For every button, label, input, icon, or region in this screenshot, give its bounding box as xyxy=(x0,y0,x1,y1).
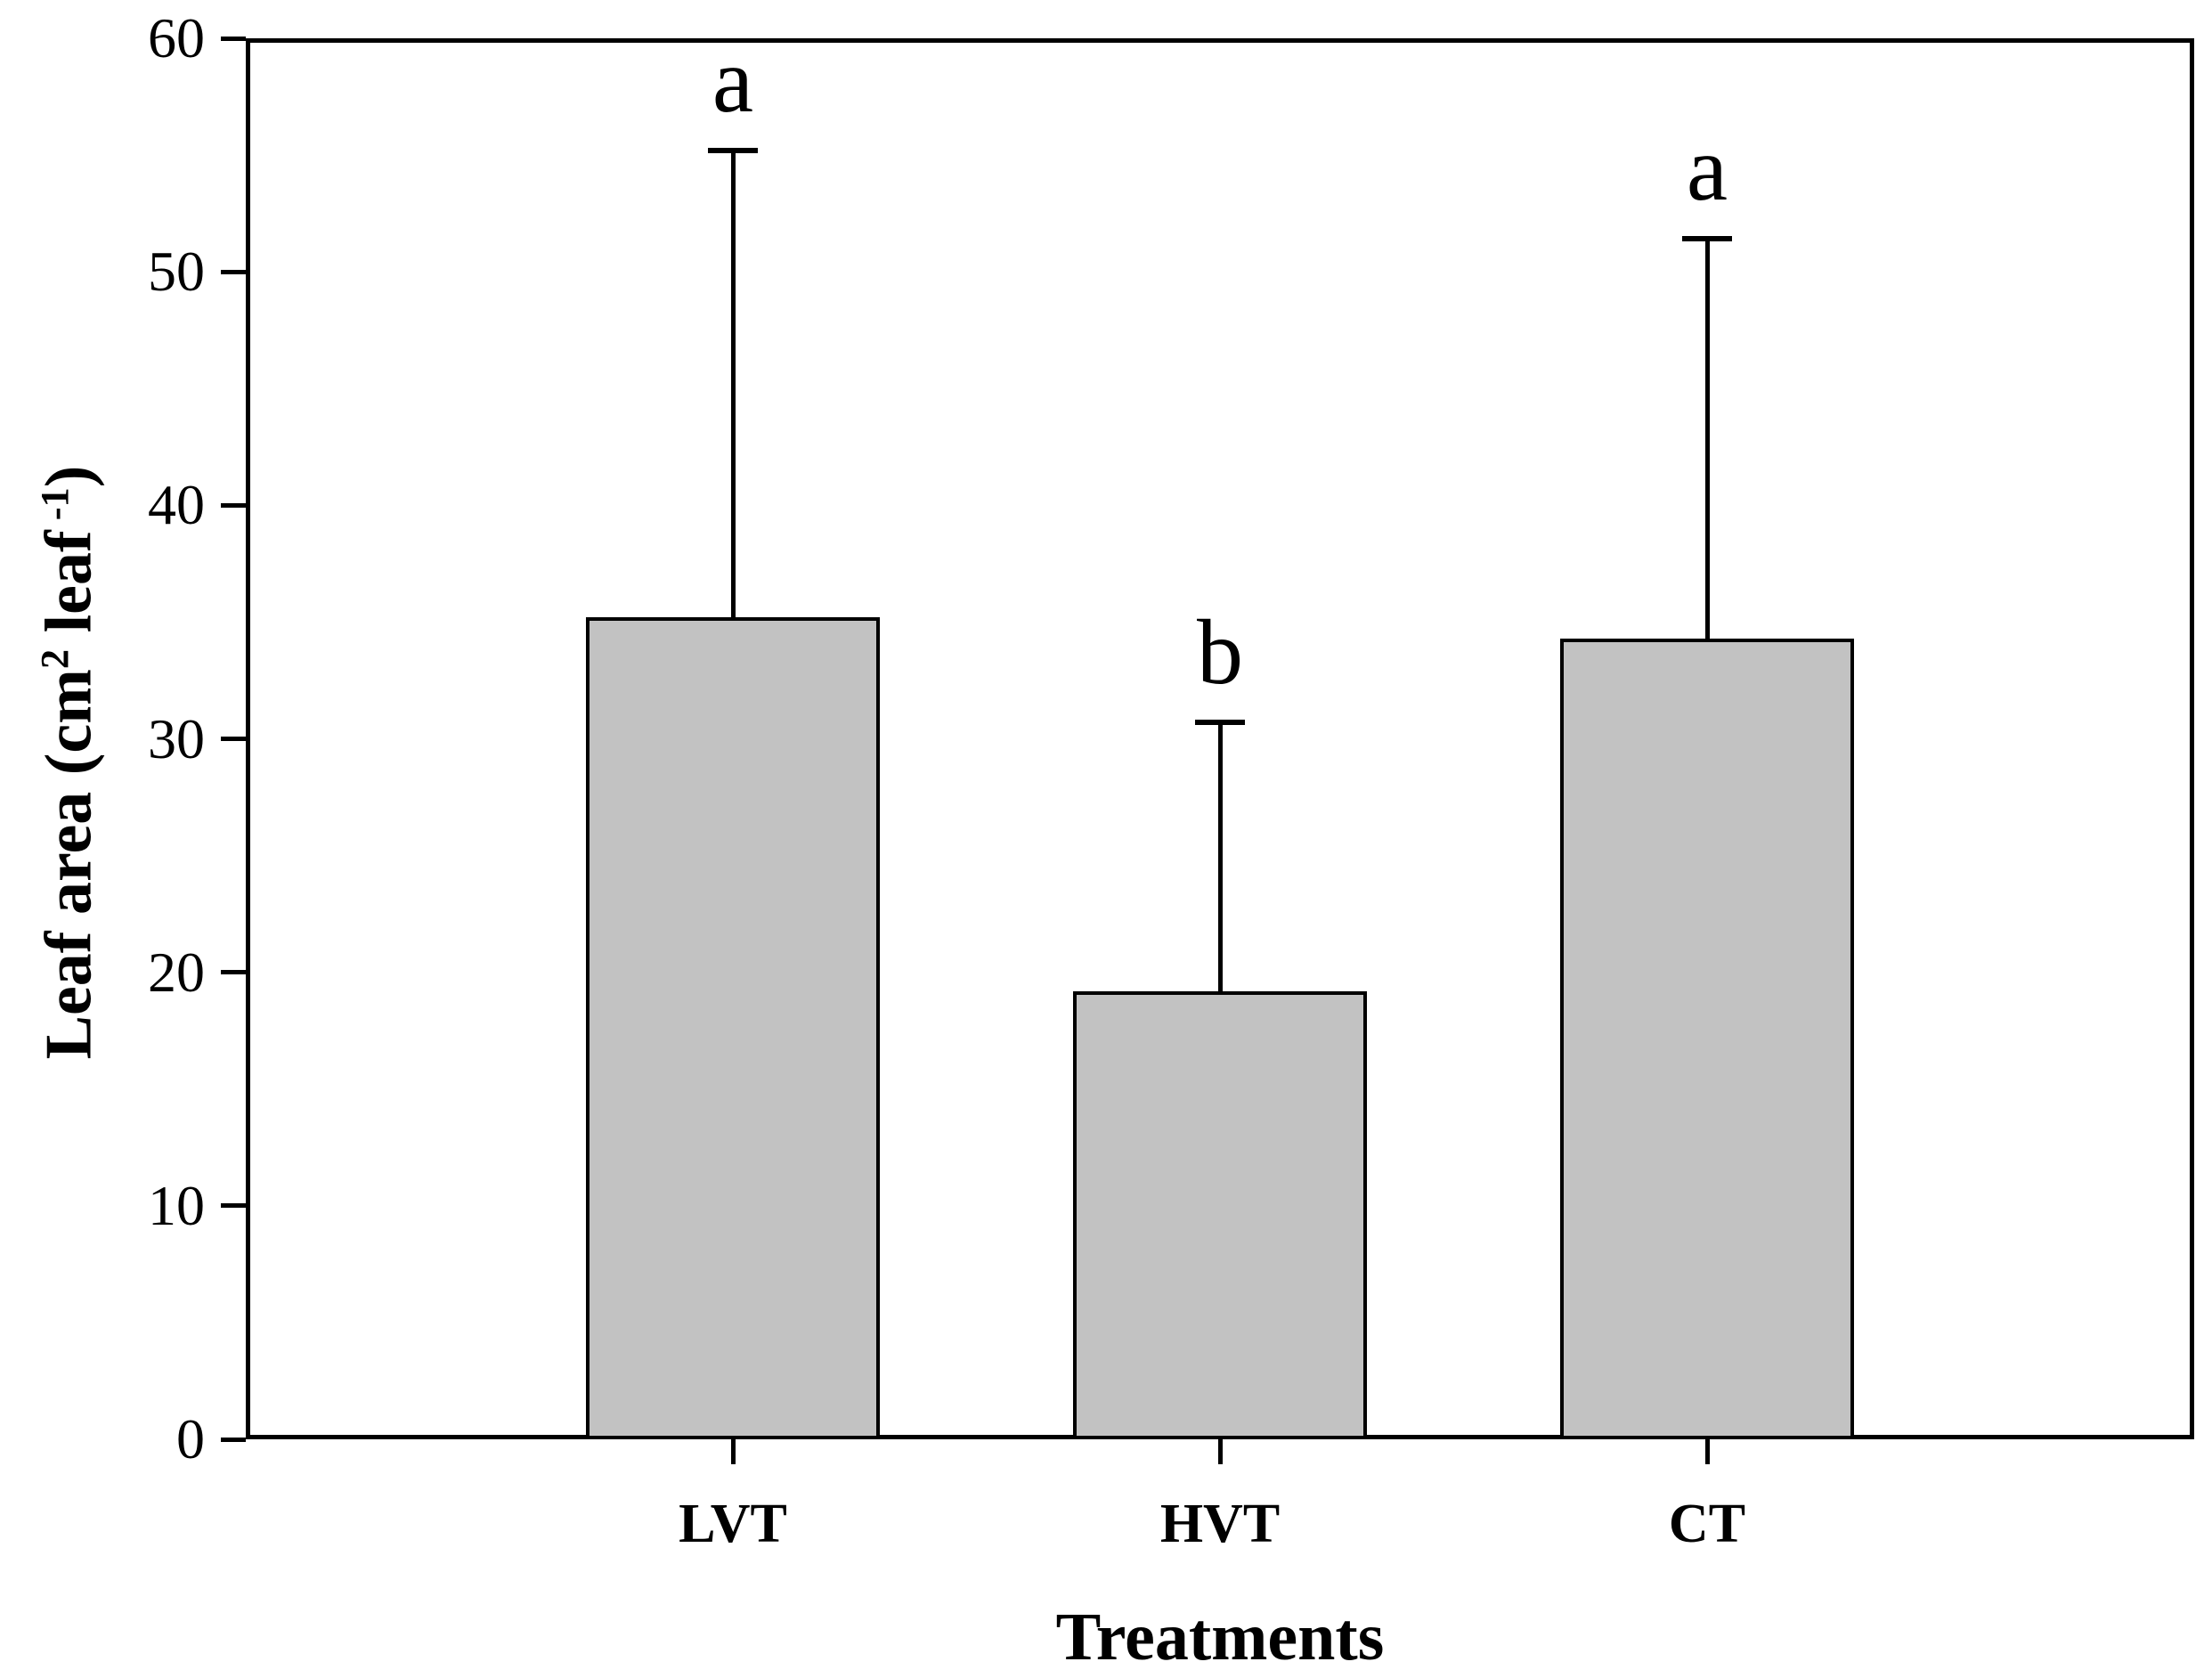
error-bar-line xyxy=(1704,239,1710,639)
y-axis-tick xyxy=(221,1203,246,1209)
y-axis-tick xyxy=(221,36,246,41)
error-bar-cap xyxy=(1195,720,1245,726)
y-axis-title-superscript: 2 xyxy=(31,648,77,670)
y-axis-tick xyxy=(221,1437,246,1442)
error-bar-cap xyxy=(708,147,758,153)
significance-letter: b xyxy=(1197,601,1243,705)
y-axis-tick xyxy=(221,269,246,274)
bar-lvt xyxy=(586,617,880,1439)
y-axis-title-text: leaf xyxy=(32,530,106,649)
x-axis-category-label: CT xyxy=(1668,1494,1746,1554)
x-axis-tick xyxy=(730,1439,736,1464)
significance-letter: a xyxy=(1686,118,1728,221)
x-axis-category-label: HVT xyxy=(1159,1494,1281,1554)
bar-ct xyxy=(1560,638,1854,1439)
error-bar-cap xyxy=(1682,236,1732,242)
y-axis-tick xyxy=(221,502,246,508)
y-axis-tick-label: 60 xyxy=(148,6,205,69)
significance-letter: a xyxy=(712,29,754,132)
y-axis-tick xyxy=(221,737,246,741)
x-axis-category-label: LVT xyxy=(679,1494,787,1554)
y-axis-tick-label: 50 xyxy=(148,240,205,304)
error-bar-line xyxy=(730,150,736,618)
x-axis-title: Treatments xyxy=(1055,1600,1385,1674)
bar-hvt xyxy=(1073,990,1367,1439)
y-axis-tick-label: 0 xyxy=(176,1407,205,1470)
y-axis-tick-label: 30 xyxy=(148,706,205,770)
y-axis-tick-label: 10 xyxy=(148,1173,205,1237)
y-axis-tick-label: 20 xyxy=(148,940,205,1004)
y-axis-tick xyxy=(221,970,246,975)
error-bar-line xyxy=(1217,722,1223,991)
x-axis-tick xyxy=(1217,1439,1223,1464)
x-axis-tick xyxy=(1704,1439,1710,1464)
y-axis-tick-label: 40 xyxy=(148,473,205,537)
